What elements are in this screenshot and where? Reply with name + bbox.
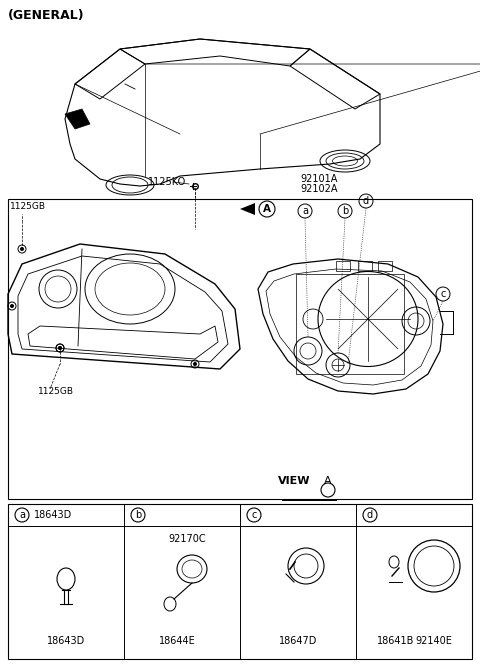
Text: 18647D: 18647D — [279, 636, 317, 646]
Circle shape — [58, 346, 62, 350]
Text: 92170C: 92170C — [168, 534, 206, 544]
Text: b: b — [342, 206, 348, 216]
Bar — [336, 261, 350, 271]
Circle shape — [58, 346, 62, 350]
Text: 92101A: 92101A — [300, 174, 337, 184]
Text: 18643D: 18643D — [47, 636, 85, 646]
Text: a: a — [19, 510, 25, 520]
Text: d: d — [367, 510, 373, 520]
Text: A: A — [324, 476, 332, 486]
Text: 1125KO: 1125KO — [148, 177, 186, 187]
Circle shape — [10, 304, 14, 308]
Text: VIEW: VIEW — [277, 476, 310, 486]
Text: (GENERAL): (GENERAL) — [8, 9, 84, 22]
Bar — [8, 199, 472, 499]
Text: c: c — [252, 510, 257, 520]
Text: 1125GB: 1125GB — [38, 387, 74, 396]
Polygon shape — [65, 109, 90, 129]
Text: 1125GB: 1125GB — [10, 202, 46, 211]
Text: 18643D: 18643D — [34, 510, 72, 520]
Text: 92140E: 92140E — [416, 636, 453, 646]
Polygon shape — [240, 203, 255, 215]
Text: 18641B: 18641B — [377, 636, 415, 646]
Text: a: a — [302, 206, 308, 216]
Bar — [8, 504, 472, 659]
Text: A: A — [263, 204, 271, 214]
Text: d: d — [363, 196, 369, 206]
Bar — [378, 261, 392, 271]
Text: 92102A: 92102A — [300, 184, 337, 194]
Text: c: c — [440, 289, 446, 299]
Bar — [296, 274, 404, 374]
Text: 18644E: 18644E — [158, 636, 195, 646]
Bar — [358, 261, 372, 271]
Text: b: b — [135, 510, 141, 520]
Circle shape — [20, 247, 24, 251]
Circle shape — [193, 362, 197, 366]
